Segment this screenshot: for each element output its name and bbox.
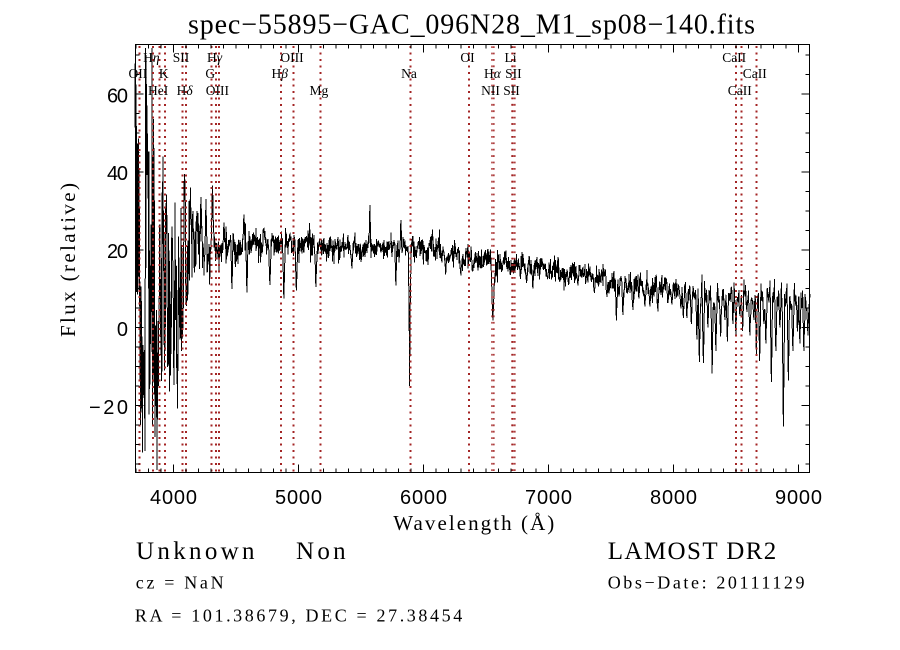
svg-text:Hη: Hη (143, 50, 160, 65)
svg-text:OII: OII (129, 66, 148, 81)
svg-text:Hα: Hα (484, 66, 502, 81)
svg-text:spec−55895−GAC_096N28_M1_sp08−: spec−55895−GAC_096N28_M1_sp08−140.fits (188, 10, 755, 41)
svg-text:OI: OI (460, 50, 475, 65)
svg-text:Unknown: Unknown (136, 538, 255, 565)
svg-text:Li: Li (505, 50, 517, 65)
svg-text:6000: 6000 (400, 487, 447, 509)
svg-text:Na: Na (401, 66, 417, 81)
svg-text:Hγ: Hγ (207, 50, 223, 65)
svg-text:60: 60 (107, 85, 128, 107)
svg-text:CaII: CaII (722, 50, 746, 65)
svg-text:OIII: OIII (280, 50, 304, 65)
svg-text:HeI: HeI (148, 83, 169, 98)
svg-text:NII: NII (481, 83, 500, 98)
svg-text:7000: 7000 (525, 487, 572, 509)
svg-text:SII: SII (173, 50, 190, 65)
svg-text:Obs−Date: 20111129: Obs−Date: 20111129 (608, 572, 805, 592)
svg-text:LAMOST DR2: LAMOST DR2 (608, 538, 777, 565)
svg-text:K: K (159, 66, 169, 81)
svg-text:Mg: Mg (310, 83, 329, 98)
svg-text:SII: SII (505, 66, 522, 81)
svg-text:Non: Non (296, 538, 346, 565)
svg-text:Hβ: Hβ (271, 66, 288, 81)
svg-text:5000: 5000 (275, 487, 322, 509)
svg-text:SII: SII (503, 83, 520, 98)
svg-text:OIII: OIII (206, 83, 230, 98)
svg-text:Flux (relative): Flux (relative) (56, 183, 80, 337)
svg-text:Wavelength (Å): Wavelength (Å) (393, 511, 554, 535)
svg-text:Hδ: Hδ (177, 83, 194, 98)
svg-text:0: 0 (117, 319, 128, 341)
svg-text:RA = 101.38679, DEC = 27.3845: RA = 101.38679, DEC = 27.38454 (135, 606, 462, 626)
svg-text:−20: −20 (89, 397, 128, 419)
svg-text:cz = NaN: cz = NaN (136, 572, 224, 592)
svg-text:20: 20 (107, 241, 128, 263)
svg-text:9000: 9000 (775, 487, 822, 509)
svg-text:CaII: CaII (728, 83, 752, 98)
svg-text:G: G (205, 66, 215, 81)
svg-text:8000: 8000 (650, 487, 697, 509)
svg-text:4000: 4000 (150, 487, 197, 509)
svg-text:CaII: CaII (743, 66, 767, 81)
svg-text:40: 40 (107, 163, 128, 185)
